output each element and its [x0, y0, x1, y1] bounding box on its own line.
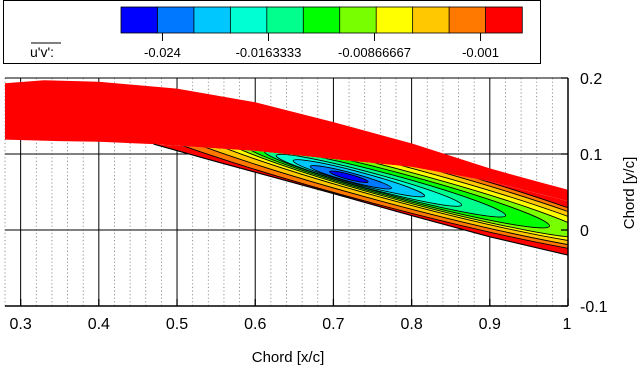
colorbar-tick-label: -0.0163333	[236, 45, 302, 60]
y-axis-label: Chord [y/c]	[621, 157, 638, 230]
x-tick-label: 0.7	[322, 316, 344, 333]
airfoil-surface-line	[153, 143, 568, 256]
x-tick-label: 0.9	[479, 316, 501, 333]
contour-level	[329, 170, 369, 183]
colorbar: -0.024 -0.0163333 -0.00866667 -0.001 u'v':	[30, 6, 523, 60]
near-zero-band	[5, 80, 568, 202]
x-tick-label: 0.8	[400, 316, 422, 333]
colorbar-swatch	[266, 6, 304, 34]
colorbar-swatch	[302, 6, 341, 34]
contour-field	[5, 80, 568, 256]
colorbar-swatch	[229, 6, 268, 34]
colorbar-swatch	[412, 6, 450, 34]
y-tick-label: 0.1	[580, 147, 602, 164]
colorbar-swatch	[157, 6, 195, 34]
y-tick-label: 0	[580, 223, 589, 240]
colorbar-swatch	[448, 6, 487, 34]
colorbar-tick-label: -0.024	[144, 45, 181, 60]
colorbar-swatch	[375, 6, 414, 34]
x-tick-label: 0.3	[10, 316, 32, 333]
colorbar-swatch	[339, 6, 377, 34]
x-tick-label: 1	[563, 316, 572, 333]
colorbar-variable-label: u'v':	[30, 44, 54, 60]
colorbar-swatch	[193, 6, 232, 34]
x-tick-label: 0.5	[166, 316, 188, 333]
colorbar-swatch	[485, 6, 523, 34]
axes: 0.3 0.4 0.5 0.6 0.7 0.8 0.9 1 0.2 0.1 0 -0.1	[5, 71, 608, 333]
x-tick-label: 0.6	[244, 316, 266, 333]
x-axis-label: Chord [x/c]	[252, 349, 325, 366]
colorbar-swatch	[120, 6, 159, 34]
colorbar-tick-label: -0.00866667	[338, 45, 411, 60]
y-tick-label: 0.2	[580, 71, 602, 88]
colorbar-tick-label: -0.001	[462, 45, 499, 60]
x-tick-label: 0.4	[88, 316, 110, 333]
y-tick-label: -0.1	[580, 299, 608, 316]
